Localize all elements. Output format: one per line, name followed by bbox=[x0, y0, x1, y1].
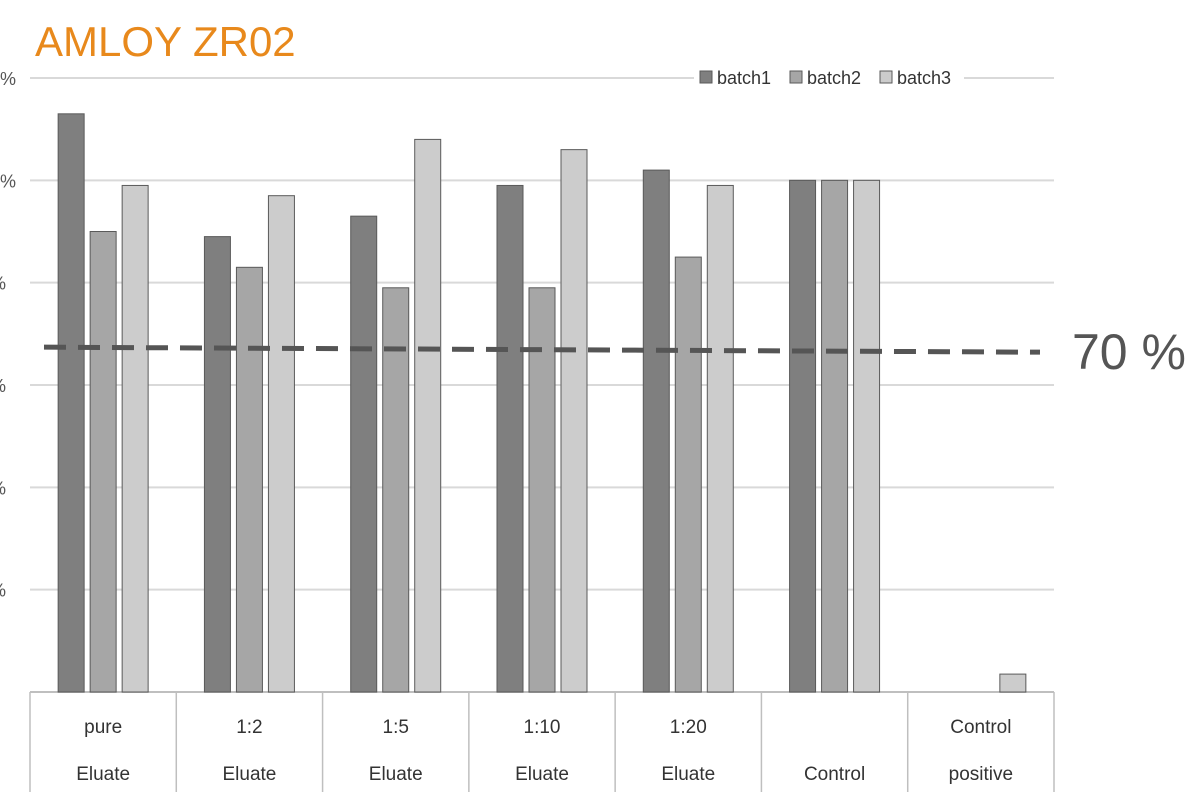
bar-batch3 bbox=[999, 673, 1027, 693]
legend-swatch-batch1 bbox=[699, 70, 713, 84]
legend-background bbox=[694, 66, 964, 90]
bar-batch3 bbox=[267, 195, 295, 693]
bar-batch3 bbox=[414, 138, 442, 693]
category-label-line2: Eluate bbox=[369, 764, 423, 785]
legend: batch1 batch2 batch3 bbox=[694, 66, 964, 90]
bar-batch2 bbox=[528, 287, 556, 693]
y-tick-label: 80% bbox=[0, 274, 6, 294]
bar-batch3 bbox=[560, 149, 588, 693]
bar-batch3 bbox=[853, 179, 881, 693]
bar-batch2 bbox=[674, 256, 702, 693]
category-label-line2: Eluate bbox=[222, 764, 276, 785]
legend-swatch-batch3 bbox=[879, 70, 893, 84]
bar-batch3 bbox=[121, 184, 149, 693]
y-axis-tick-labels: 0%20%40%60%80%100%120% bbox=[0, 69, 16, 601]
bar-batch3 bbox=[706, 184, 734, 693]
legend-label-batch1: batch1 bbox=[717, 68, 771, 88]
legend-label-batch2: batch2 bbox=[807, 68, 861, 88]
bar-batch2 bbox=[821, 179, 849, 693]
threshold: 70 % bbox=[43, 324, 1186, 380]
bar-batch1 bbox=[789, 179, 817, 693]
category-axis-table: pure Eluate 1:2 Eluate 1:5 Eluate 1:10 Eluate 1:… bbox=[29, 692, 1055, 792]
category-label-line2: Eluate bbox=[661, 764, 715, 785]
chart-title: AMLOY ZR02 bbox=[35, 18, 296, 65]
bar-batch1 bbox=[642, 169, 670, 693]
bar-batch1 bbox=[57, 113, 85, 693]
category-label-line2: Eluate bbox=[76, 764, 130, 785]
category-label-line1: Control bbox=[950, 717, 1011, 738]
threshold-line bbox=[43, 344, 1041, 355]
y-tick-label: 40% bbox=[0, 478, 6, 498]
bar-batch1 bbox=[350, 215, 378, 693]
category-label-line2: Control bbox=[804, 764, 865, 785]
bar-batch1 bbox=[203, 236, 231, 693]
threshold-label: 70 % bbox=[1072, 324, 1186, 380]
legend-swatch-batch2 bbox=[789, 70, 803, 84]
y-tick-label: 60% bbox=[0, 376, 6, 396]
bar-batch2 bbox=[235, 266, 263, 693]
bar-batch2 bbox=[382, 287, 410, 693]
category-label-line1: 1:2 bbox=[236, 717, 262, 738]
bar-batch1 bbox=[496, 184, 524, 693]
category-label-line2: Eluate bbox=[515, 764, 569, 785]
y-tick-label: 100% bbox=[0, 171, 16, 191]
bar-batch2 bbox=[89, 231, 117, 693]
category-label-line1: 1:10 bbox=[524, 717, 561, 738]
legend-label-batch3: batch3 bbox=[897, 68, 951, 88]
y-tick-label: 120% bbox=[0, 69, 16, 89]
category-label-line1: 1:20 bbox=[670, 717, 707, 738]
y-tick-label: 20% bbox=[0, 581, 6, 601]
bars bbox=[57, 113, 1027, 693]
category-label-line1: pure bbox=[84, 717, 122, 738]
category-label-line1: 1:5 bbox=[383, 717, 409, 738]
category-label-line2: positive bbox=[949, 764, 1013, 785]
